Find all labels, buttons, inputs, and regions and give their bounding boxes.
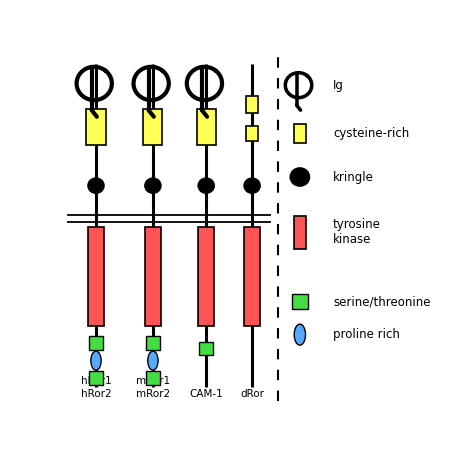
FancyBboxPatch shape	[246, 95, 258, 113]
Circle shape	[290, 168, 310, 186]
Text: dRor: dRor	[240, 389, 264, 399]
Text: Ig: Ig	[333, 79, 344, 92]
FancyBboxPatch shape	[199, 227, 214, 326]
FancyBboxPatch shape	[294, 124, 306, 143]
FancyBboxPatch shape	[294, 216, 306, 249]
Circle shape	[198, 178, 214, 194]
Text: CAM-1: CAM-1	[189, 389, 223, 399]
Ellipse shape	[294, 324, 306, 345]
Text: kringle: kringle	[333, 171, 374, 184]
Text: cysteine-rich: cysteine-rich	[333, 127, 409, 140]
Circle shape	[88, 178, 104, 194]
Ellipse shape	[148, 351, 158, 370]
FancyBboxPatch shape	[143, 108, 163, 145]
Text: proline rich: proline rich	[333, 328, 400, 341]
Circle shape	[145, 178, 161, 194]
FancyBboxPatch shape	[246, 126, 258, 141]
FancyBboxPatch shape	[86, 108, 106, 145]
Text: mRor1
mRor2: mRor1 mRor2	[136, 376, 170, 399]
Text: hRor1
hRor2: hRor1 hRor2	[81, 376, 111, 399]
FancyBboxPatch shape	[88, 227, 104, 326]
Text: tyrosine
kinase: tyrosine kinase	[333, 218, 381, 247]
FancyBboxPatch shape	[245, 227, 260, 326]
FancyBboxPatch shape	[145, 227, 161, 326]
FancyBboxPatch shape	[197, 108, 216, 145]
Circle shape	[244, 178, 260, 194]
Text: serine/threonine: serine/threonine	[333, 295, 430, 308]
Ellipse shape	[91, 351, 101, 370]
